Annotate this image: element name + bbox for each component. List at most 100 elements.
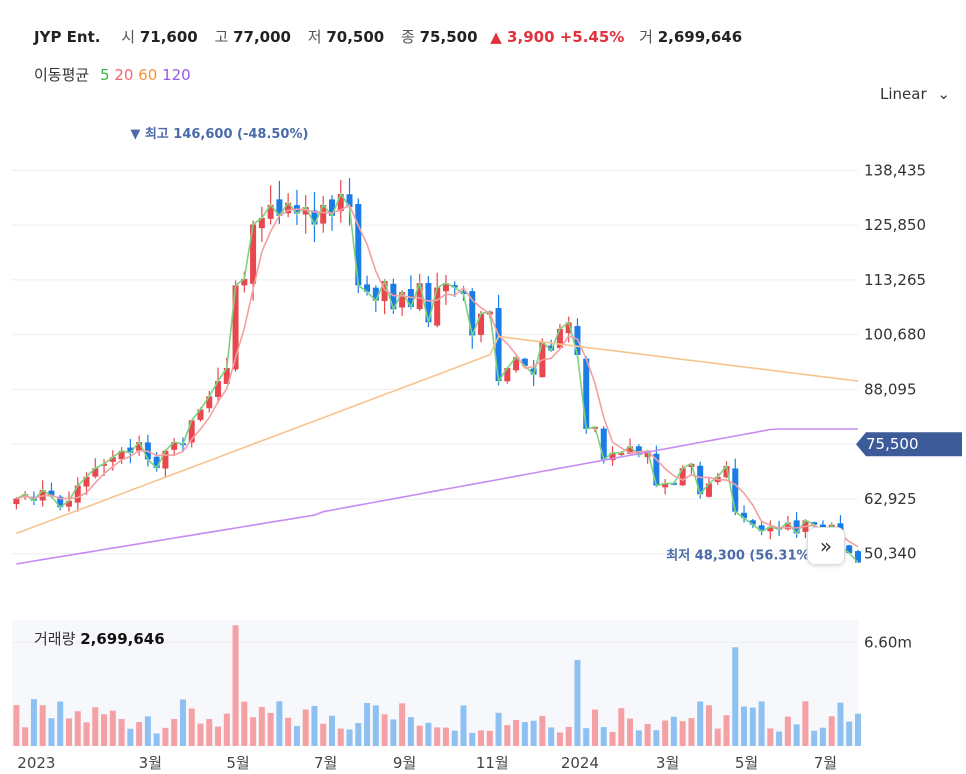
candle xyxy=(478,310,485,343)
high-value: 77,000 xyxy=(233,28,291,46)
volume-bar xyxy=(223,713,230,746)
candle xyxy=(442,275,449,305)
volume-bar xyxy=(662,720,669,746)
volume-bar xyxy=(162,727,169,746)
volume-bar xyxy=(355,723,362,746)
volume-bar xyxy=(635,730,642,746)
double-chevron-right-icon: » xyxy=(819,534,833,558)
price-tick-label: 125,850 xyxy=(864,216,926,234)
candle xyxy=(302,195,309,234)
volume-bar xyxy=(136,722,143,746)
volume-panel-label: 거래량 xyxy=(34,630,76,648)
candle-body xyxy=(206,396,213,409)
candle-body xyxy=(136,442,143,451)
time-tick-label: 2023 xyxy=(17,754,55,772)
volume-bar xyxy=(57,701,64,746)
candle xyxy=(276,180,283,224)
candle-body xyxy=(311,210,318,225)
candle xyxy=(206,390,213,413)
candle-body xyxy=(118,450,125,460)
volume-bar xyxy=(30,699,37,746)
candle xyxy=(732,458,739,516)
chevron-down-icon: ⌄ xyxy=(937,85,950,103)
volume-bar xyxy=(784,716,791,746)
volume-panel-title: 거래량 2,699,646 xyxy=(34,628,165,649)
candle-body xyxy=(758,525,765,532)
candle-body xyxy=(469,291,476,336)
volume-label: 거 xyxy=(639,28,653,46)
candle-body xyxy=(565,322,572,334)
candle-body xyxy=(697,465,704,495)
volume-bar xyxy=(653,730,660,746)
volume-bar xyxy=(548,727,555,746)
candle-body xyxy=(101,463,108,466)
candle xyxy=(749,519,756,528)
candle-body xyxy=(57,496,64,508)
volume-bar xyxy=(767,728,774,746)
candle-body xyxy=(92,468,99,477)
volume-bar xyxy=(232,625,239,746)
candle xyxy=(846,544,853,554)
candle-body xyxy=(162,450,169,469)
volume-bar xyxy=(442,727,449,746)
candle-body xyxy=(556,328,563,349)
volume-bar xyxy=(565,726,572,746)
volume-bar xyxy=(302,709,309,746)
volume-bar xyxy=(285,717,292,746)
current-price-label: 75,500 xyxy=(866,435,919,453)
volume-bar xyxy=(74,711,81,746)
price-tick-label: 100,680 xyxy=(864,326,926,344)
candle xyxy=(258,206,265,242)
candle xyxy=(320,195,327,233)
candle-body xyxy=(364,284,371,292)
candle-body xyxy=(855,551,861,563)
scroll-right-button[interactable]: » xyxy=(807,527,845,565)
candle xyxy=(653,445,660,488)
volume-bar xyxy=(679,721,686,746)
candle-body xyxy=(276,199,283,216)
volume-bar xyxy=(372,705,379,746)
candle xyxy=(469,288,476,349)
time-tick-label: 5월 xyxy=(735,754,758,772)
candle-body xyxy=(250,224,257,284)
volume-bar xyxy=(346,729,353,746)
scale-selector[interactable]: Linear ⌄ xyxy=(880,85,950,103)
candle-body xyxy=(258,217,265,229)
volume-bar xyxy=(65,718,72,746)
volume-bar xyxy=(741,706,748,746)
volume-bar xyxy=(241,701,248,746)
time-tick-label: 5월 xyxy=(226,754,249,772)
candle-body xyxy=(784,522,791,530)
candle-body xyxy=(399,291,406,308)
change-value: ▲ 3,900 +5.45% xyxy=(490,28,625,46)
candle-body xyxy=(478,313,485,335)
candle-body xyxy=(513,357,520,371)
candle xyxy=(188,420,195,448)
candle-body xyxy=(267,204,274,219)
candle-body xyxy=(442,283,449,292)
candle-body xyxy=(302,207,309,215)
candle-body xyxy=(767,526,774,532)
volume-bar xyxy=(39,705,46,746)
max-price-annotation: ▼ 최고 146,600 (-48.50%) xyxy=(130,127,308,142)
time-tick-label: 7월 xyxy=(314,754,337,772)
volume-bar xyxy=(539,715,546,746)
ma5-line xyxy=(16,192,859,564)
candle-body xyxy=(846,545,853,554)
volume-tick-label: 6.60m xyxy=(864,634,912,652)
volume-bar xyxy=(399,703,406,746)
ohlc-header: JYP Ent. 시 71,600 고 77,000 저 70,500 종 75… xyxy=(34,26,750,47)
volume-bar xyxy=(504,725,511,746)
candle xyxy=(767,520,774,540)
volume-bar xyxy=(819,727,826,746)
candle xyxy=(355,198,362,294)
candle-body xyxy=(416,283,423,310)
candle-body xyxy=(48,490,55,497)
volume-bar xyxy=(644,723,651,746)
volume-bar xyxy=(92,707,99,746)
candle xyxy=(337,179,344,223)
open-value: 71,600 xyxy=(139,28,198,46)
candle xyxy=(399,289,406,316)
volume-bar xyxy=(258,706,265,746)
